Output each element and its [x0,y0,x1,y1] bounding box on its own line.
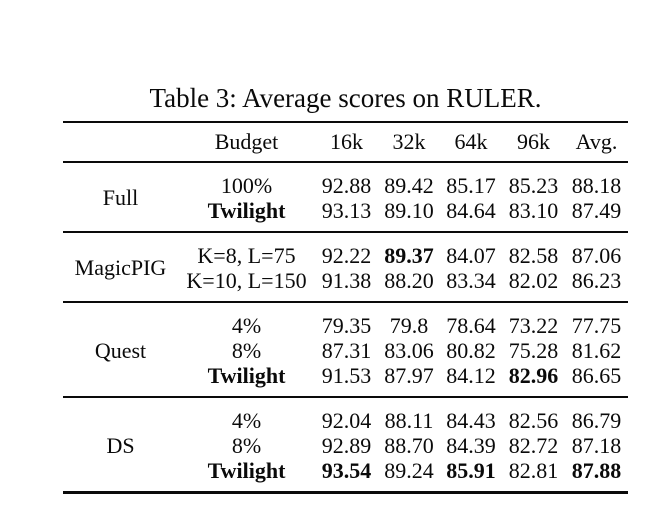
score-cell: 87.06 [571,243,622,268]
group-divider [63,301,628,303]
col-header-budget: Budget [214,129,279,154]
score-cell: 83.06 [384,338,434,363]
top-rule [63,121,628,123]
score-cell: 85.23 [508,173,559,198]
group-label-magicpig: MagicPIG [74,255,167,280]
score-cell: 84.64 [446,198,496,223]
score-cell: 92.88 [321,173,372,198]
score-cell: 82.02 [508,268,559,293]
group-full: Full 100% 92.88 89.42 85.17 85.23 88.18 … [63,163,628,231]
group-quest: Quest 4% 79.35 79.8 78.64 73.22 77.75 8%… [63,303,628,396]
score-cell: 82.58 [508,243,559,268]
score-cell: 89.37 [384,243,434,268]
col-header-avg: Avg. [575,129,618,154]
score-cell: 85.91 [446,458,496,483]
score-cell: 77.75 [571,313,622,338]
score-cell: 93.13 [321,198,372,223]
score-cell: 87.31 [321,338,372,363]
group-divider [63,231,628,233]
group-label-full: Full [102,185,139,210]
score-cell: 89.42 [384,173,434,198]
table-caption: Table 3: Average scores on RULER. [149,83,542,113]
budget-cell: K=8, L=75 [197,243,296,268]
score-cell: 87.97 [384,363,434,388]
score-cell: 88.11 [384,408,434,433]
score-cell: 73.22 [508,313,559,338]
score-cell: 86.79 [571,408,622,433]
col-header-96k: 96k [517,129,550,154]
group-magicpig: MagicPIG K=8, L=75 92.22 89.37 84.07 82.… [63,233,628,301]
col-header-32k: 32k [392,129,426,154]
budget-cell: Twilight [207,198,286,223]
group-ds: DS 4% 92.04 88.11 84.43 82.56 86.79 8% 9… [63,398,628,491]
group-label-quest: Quest [94,337,147,363]
table-row: 4% 79.35 79.8 78.64 73.22 77.75 [178,313,628,338]
col-header-16k: 16k [330,129,363,154]
score-cell: 87.49 [571,198,622,223]
table-row: 100% 92.88 89.42 85.17 85.23 88.18 [178,173,628,198]
table-row: K=8, L=75 92.22 89.37 84.07 82.58 87.06 [178,243,628,268]
score-cell: 88.18 [571,173,622,198]
score-cell: 91.53 [321,363,372,388]
score-cell: 87.18 [571,433,622,458]
score-cell: 83.34 [446,268,496,293]
score-cell: 91.38 [321,268,372,293]
table-row: 8% 92.89 88.70 84.39 82.72 87.18 [178,433,628,458]
score-cell: 82.96 [508,363,559,388]
table-row: 8% 87.31 83.06 80.82 75.28 81.62 [178,338,628,363]
score-cell: 79.8 [389,313,429,338]
group-label-ds: DS [106,432,135,458]
score-cell: 81.62 [571,338,622,363]
table-row: Twilight 93.54 89.24 85.91 82.81 87.88 [178,458,628,483]
header-row: Budget 16k 32k 64k 96k Avg. [63,123,628,161]
budget-cell: 8% [231,338,262,363]
score-cell: 89.24 [384,458,434,483]
budget-cell: 8% [231,433,262,458]
score-cell: 88.20 [384,268,434,293]
group-divider [63,396,628,398]
budget-cell: K=10, L=150 [186,268,307,293]
score-cell: 84.43 [446,408,496,433]
score-cell: 82.56 [508,408,559,433]
table-row: Twilight 93.13 89.10 84.64 83.10 87.49 [178,198,628,223]
score-cell: 85.17 [446,173,496,198]
score-cell: 93.54 [321,458,372,483]
budget-cell: Twilight [207,458,286,483]
score-cell: 83.10 [508,198,559,223]
score-cell: 92.22 [321,243,372,268]
score-cell: 89.10 [384,198,434,223]
score-cell: 84.07 [446,243,496,268]
score-cell: 87.88 [571,458,622,483]
table-row: 4% 92.04 88.11 84.43 82.56 86.79 [178,408,628,433]
budget-cell: 4% [231,313,262,338]
score-cell: 82.81 [508,458,559,483]
table-row: K=10, L=150 91.38 88.20 83.34 82.02 86.2… [178,268,628,293]
bottom-rule [63,491,628,494]
score-cell: 82.72 [508,433,559,458]
budget-cell: 100% [220,173,273,198]
score-cell: 86.23 [571,268,622,293]
budget-cell: Twilight [207,363,286,388]
score-cell: 92.89 [321,433,372,458]
score-cell: 88.70 [384,433,434,458]
budget-cell: 4% [231,408,262,433]
score-cell: 84.12 [446,363,496,388]
table-row: Twilight 91.53 87.97 84.12 82.96 86.65 [178,363,628,388]
results-table: Budget 16k 32k 64k 96k Avg. Full 100% 92… [63,121,628,494]
score-cell: 75.28 [508,338,559,363]
score-cell: 84.39 [446,433,496,458]
score-cell: 79.35 [321,313,372,338]
header-rule [63,161,628,163]
score-cell: 86.65 [571,363,622,388]
score-cell: 80.82 [446,338,496,363]
score-cell: 78.64 [446,313,496,338]
score-cell: 92.04 [321,408,372,433]
col-header-64k: 64k [454,129,488,154]
